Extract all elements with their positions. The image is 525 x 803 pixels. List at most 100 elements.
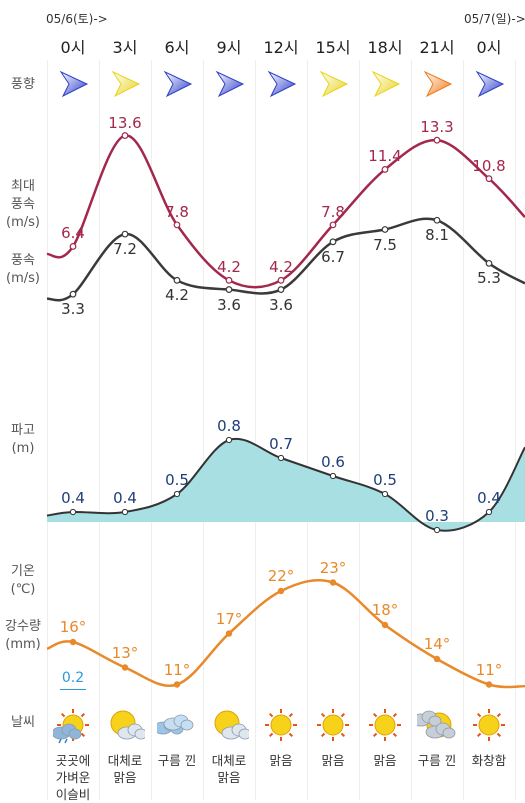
temperature-value: 18° xyxy=(371,601,399,619)
temperature-point xyxy=(173,681,181,688)
hour-label: 0시 xyxy=(60,38,86,57)
wind-speed-value: 3.3 xyxy=(61,300,85,319)
wave-point xyxy=(381,490,389,498)
sun-cloud-icon xyxy=(209,706,252,744)
cloud-icon xyxy=(153,706,197,744)
sun-cloud-icon xyxy=(105,706,148,744)
max-wind-value: 10.8 xyxy=(472,156,506,175)
wave-area xyxy=(47,438,525,531)
max-wind-point xyxy=(69,243,77,250)
temperature-value: 23° xyxy=(319,558,347,577)
wave-point xyxy=(121,508,129,516)
temperature-point xyxy=(121,664,129,671)
temperature-value: 16° xyxy=(59,618,87,636)
temperature-point xyxy=(485,681,493,688)
wave-value: 0.5 xyxy=(373,471,397,489)
temperature-value: 11° xyxy=(163,660,191,679)
weather-description: 맑음 xyxy=(321,753,345,768)
max-wind-point xyxy=(485,175,493,183)
weather-description: 대체로 맑음 xyxy=(107,753,143,785)
wind-speed-value: 7.5 xyxy=(373,235,397,254)
grid-line xyxy=(463,60,464,800)
grid-line xyxy=(411,60,412,800)
wind-speed-value: 3.6 xyxy=(269,295,293,314)
weather-description: 화창함 xyxy=(471,753,507,768)
temperature-point xyxy=(433,655,441,663)
wind-speed-point xyxy=(485,259,493,267)
grid-line xyxy=(307,60,308,800)
temperature-point xyxy=(277,587,285,595)
wind-speed-point xyxy=(277,286,285,293)
wind-speed-value: 3.6 xyxy=(217,295,241,314)
temperature-value: 13° xyxy=(111,643,139,662)
moon-cloud-icon xyxy=(411,706,457,744)
weather-description: 구름 낀 xyxy=(157,753,197,768)
wind-direction-arrow-icon xyxy=(317,68,349,100)
grid-line xyxy=(47,60,48,800)
hour-label: 3시 xyxy=(112,38,138,57)
max-wind-value: 13.6 xyxy=(108,113,142,132)
date-label-day2: 05/7(일)-> xyxy=(464,12,525,26)
max-wind-value: 7.8 xyxy=(321,202,345,221)
max-wind-value: 11.4 xyxy=(368,147,402,166)
weather-label: 날씨 xyxy=(11,715,35,730)
wind-speed-point xyxy=(225,286,233,293)
temperature-point xyxy=(69,638,77,646)
wave-point xyxy=(485,508,493,516)
max-wind-value: 13.3 xyxy=(420,118,454,137)
max-wind-point xyxy=(173,221,181,229)
wind-direction-arrow-icon xyxy=(109,68,141,100)
temperature-line xyxy=(46,578,525,689)
wave-point xyxy=(173,490,181,498)
temperature-point xyxy=(329,579,337,586)
wind-speed-point xyxy=(433,216,441,224)
wave-value: 0.4 xyxy=(113,489,137,507)
max-wind-point xyxy=(433,136,441,144)
max-wind-line xyxy=(46,134,525,289)
wind-speed-value: 6.7 xyxy=(321,247,345,266)
max-wind-value: 6.4 xyxy=(61,224,85,243)
temperature-point xyxy=(225,630,233,637)
max-wind-point xyxy=(225,276,233,284)
grid-line xyxy=(151,60,152,800)
grid-line xyxy=(99,60,100,800)
wave-value: 0.4 xyxy=(61,489,85,507)
temperature-value: 14° xyxy=(423,635,451,653)
wind-direction-arrow-icon xyxy=(369,68,401,100)
max-wind-point xyxy=(329,221,337,229)
max-wind-point xyxy=(381,166,389,173)
wind-speed-value: 4.2 xyxy=(165,286,189,305)
weather-description: 맑음 xyxy=(269,753,293,768)
grid-line xyxy=(255,60,256,800)
date-label-day1: 05/6(토)-> xyxy=(46,12,108,26)
wind-speed-value: 8.1 xyxy=(425,226,449,245)
wind-direction-arrow-icon xyxy=(421,68,453,100)
sun-icon xyxy=(469,706,509,744)
grid-line xyxy=(515,60,516,800)
wind-speed-point xyxy=(173,276,181,284)
wave-value: 0.6 xyxy=(321,453,345,471)
precipitation-label: 강수량 (mm) xyxy=(5,619,41,652)
wave-point xyxy=(329,472,337,480)
wave-value: 0.5 xyxy=(165,471,189,489)
sun-icon xyxy=(365,706,405,744)
hour-label: 15시 xyxy=(315,38,351,57)
sun-icon xyxy=(261,706,301,744)
wind-direction-arrow-icon xyxy=(161,68,193,100)
wave-value: 0.4 xyxy=(477,489,501,507)
wave-value: 0.7 xyxy=(269,435,293,453)
wave-value: 0.8 xyxy=(217,417,241,435)
sun-cloud-rain-icon xyxy=(51,706,93,744)
wind-speed-label: 풍속 (m/s) xyxy=(6,253,40,286)
hour-label: 12시 xyxy=(263,38,299,57)
max-wind-value: 4.2 xyxy=(217,258,241,277)
precip-value: 0.2 xyxy=(61,670,85,686)
hour-label: 9시 xyxy=(216,38,242,57)
hour-label: 0시 xyxy=(476,38,502,57)
wave-point xyxy=(225,436,233,444)
wind-speed-value: 7.2 xyxy=(113,240,137,259)
hour-label: 6시 xyxy=(164,38,190,57)
max-wind-value: 7.8 xyxy=(165,202,189,221)
wave-point xyxy=(433,526,441,534)
